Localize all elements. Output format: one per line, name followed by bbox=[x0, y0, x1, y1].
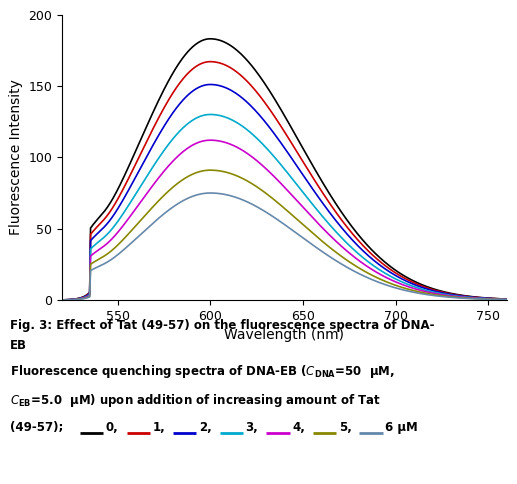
Text: $\it{C}$$_{\mathregular{EB}}$=5.0  μM) upon addition of increasing amount of Tat: $\it{C}$$_{\mathregular{EB}}$=5.0 μM) up… bbox=[10, 392, 382, 409]
Y-axis label: Fluorescence Intensity: Fluorescence Intensity bbox=[9, 79, 23, 235]
Text: 2,: 2, bbox=[199, 421, 212, 434]
Text: 4,: 4, bbox=[292, 421, 305, 434]
Text: 5,: 5, bbox=[339, 421, 352, 434]
Text: 0,: 0, bbox=[106, 421, 119, 434]
Text: EB: EB bbox=[10, 339, 27, 352]
X-axis label: Wavelength (nm): Wavelength (nm) bbox=[224, 328, 344, 342]
Text: 1,: 1, bbox=[153, 421, 165, 434]
Text: 6 μM: 6 μM bbox=[385, 421, 418, 434]
Text: Fig. 3: Effect of Tat (49-57) on the fluorescence spectra of DNA-: Fig. 3: Effect of Tat (49-57) on the flu… bbox=[10, 319, 435, 333]
Text: Fluorescence quenching spectra of DNA-EB ($\it{C}$$_{\mathregular{DNA}}$=50  μM,: Fluorescence quenching spectra of DNA-EB… bbox=[10, 363, 395, 380]
Text: 3,: 3, bbox=[246, 421, 258, 434]
Text: (49-57);: (49-57); bbox=[10, 421, 68, 434]
